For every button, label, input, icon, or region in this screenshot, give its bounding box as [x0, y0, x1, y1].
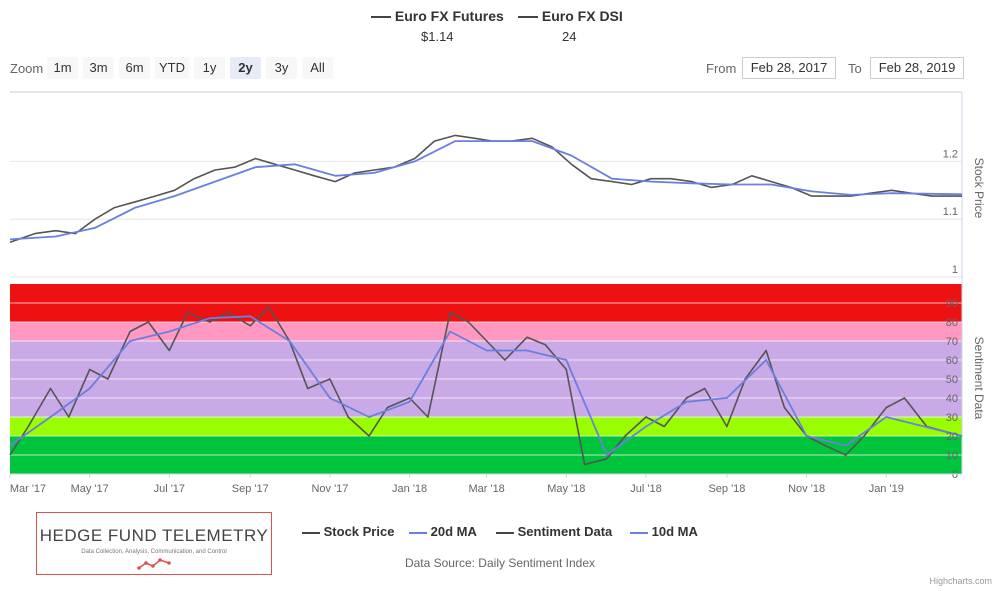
line-swatch-icon	[302, 531, 320, 534]
sentiment-10d-ma-line	[9, 315, 963, 456]
sentiment-band-1	[10, 417, 962, 436]
x-tick-label: Mar '18	[468, 483, 504, 495]
x-tick-label: Nov '18	[788, 483, 825, 495]
line-swatch-icon	[409, 531, 427, 534]
sentiment-pane	[9, 305, 963, 466]
range-from-label: From	[706, 61, 737, 76]
line-swatch-icon	[496, 531, 514, 534]
x-tick-label: Mar '17	[10, 483, 46, 495]
price-tick-label: 1.1	[943, 206, 958, 218]
line-swatch-icon	[371, 16, 391, 19]
zoom-button-1m[interactable]: 1m	[47, 57, 78, 79]
range-to-label: To	[848, 61, 862, 76]
sentiment-tick-label: 20	[946, 431, 958, 443]
zoom-label: Zoom	[10, 61, 44, 76]
legend-item-euro-fx-dsi[interactable]: Euro FX DSI	[518, 8, 623, 24]
x-tick-label: May '17	[71, 483, 109, 495]
stock-20d-ma-line	[9, 140, 963, 241]
zoom-button-ytd[interactable]: YTD	[155, 57, 189, 79]
sentiment-tick-label: 40	[946, 393, 958, 405]
legend-item-20d-ma[interactable]: 20d MA	[409, 524, 477, 539]
legend-label: Stock Price	[323, 524, 395, 539]
sentiment-tick-label: 90	[946, 298, 958, 310]
legend-label: 20d MA	[430, 524, 477, 539]
line-swatch-icon	[630, 531, 648, 534]
logo-subtitle: Data Collection, Analysis, Communication…	[81, 549, 227, 555]
x-tick-label: Jan '18	[392, 483, 427, 495]
legend-item-sentiment-data[interactable]: Sentiment Data	[496, 524, 612, 539]
stock-price-line	[9, 134, 962, 244]
data-source-note: Data Source: Daily Sentiment Index	[404, 556, 596, 570]
x-tick-label: Sep '18	[708, 483, 745, 495]
x-tick-label: Jul '18	[630, 483, 661, 495]
legend-value-dsi: 24	[562, 29, 577, 44]
sentiment-axis-title: Sentiment Data	[972, 337, 986, 420]
sentiment-tick-label: 10	[946, 450, 958, 462]
sentiment-tick-label: 50	[946, 374, 958, 386]
sentiment-tick-label: 70	[946, 336, 958, 348]
price-axis-title: Stock Price	[972, 158, 986, 219]
zoom-button-2y[interactable]: 2y	[230, 57, 261, 79]
top-legend: Euro FX Futures $1.14 Euro FX DSI 24	[0, 6, 1000, 46]
price-tick-label: 1	[952, 264, 958, 276]
legend-label: Euro FX DSI	[541, 8, 623, 24]
sentiment-tick-label: 0	[952, 469, 958, 481]
legend-label: Sentiment Data	[517, 524, 613, 539]
x-tick-label: Sep '17	[232, 483, 269, 495]
x-tick-label: Jul '17	[154, 483, 185, 495]
legend-label: Euro FX Futures	[394, 8, 504, 24]
sentiment-tick-label: 60	[946, 355, 958, 367]
sentiment-tick-label: 30	[946, 412, 958, 424]
legend-item-10d-ma[interactable]: 10d MA	[630, 524, 698, 539]
grid-lines	[10, 91, 963, 474]
zoom-button-1y[interactable]: 1y	[194, 57, 225, 79]
range-from-input[interactable]	[742, 57, 836, 79]
x-tick-label: Jan '19	[869, 483, 904, 495]
sentiment-tick-label: 80	[946, 317, 958, 329]
x-tick-label: May '18	[547, 483, 585, 495]
zoom-button-6m[interactable]: 6m	[119, 57, 150, 79]
sentiment-data-line	[9, 305, 963, 466]
line-swatch-icon	[518, 16, 538, 19]
highcharts-credits[interactable]: Highcharts.com	[929, 576, 992, 586]
hedge-fund-telemetry-logo: HEDGE FUND TELEMETRY Data Collection, An…	[36, 512, 272, 575]
legend-label: 10d MA	[651, 524, 698, 539]
legend-item-euro-fx-futures[interactable]: Euro FX Futures	[371, 8, 504, 24]
legend-item-stock-price[interactable]: Stock Price	[302, 524, 394, 539]
x-tick-label: Nov '17	[311, 483, 348, 495]
axes: 1 1.1 1.2 0 10 20 30 40 50 60 70 80 90 Mar '17 May '17…	[9, 148, 962, 495]
zoom-button-3y[interactable]: 3y	[266, 57, 297, 79]
chart-canvas: 1 1.1 1.2 0 10 20 30 40 50 60 70 80 90 Mar '17 May '17…	[9, 91, 986, 495]
logo-title: HEDGE FUND TELEMETRY	[39, 526, 269, 545]
legend-value-futures: $1.14	[421, 29, 454, 44]
price-pane	[9, 134, 963, 244]
zoom-button-3m[interactable]: 3m	[83, 57, 114, 79]
range-to-input[interactable]	[870, 57, 964, 79]
price-tick-label: 1.2	[943, 148, 958, 160]
sentiment-band-3	[10, 322, 962, 341]
logo-chart-icon	[137, 558, 171, 570]
zoom-button-all[interactable]: All	[302, 57, 333, 79]
